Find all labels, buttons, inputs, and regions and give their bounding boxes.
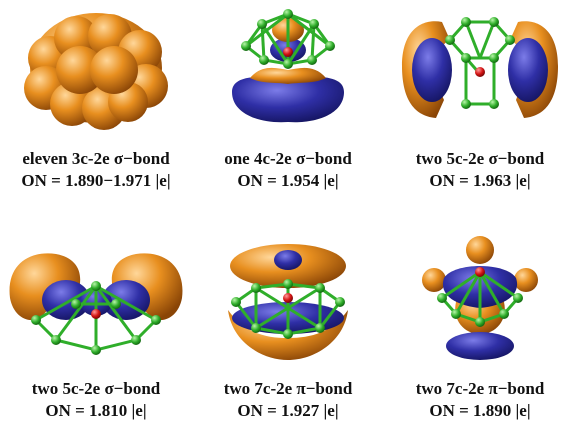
orbital-isosurface-image xyxy=(402,17,558,118)
occupation-number: ON = 1.927 |e| xyxy=(237,401,339,420)
orbital-isosurface-image xyxy=(228,244,348,360)
cluster-bonds xyxy=(34,284,158,352)
occupation-number: ON = 1.890−1.971 |e| xyxy=(21,171,171,190)
orbital-panel-6: two 7c-2e π−bond ON = 1.890 |e| xyxy=(384,210,576,420)
central-atom xyxy=(283,293,293,303)
bond-description: two 7c-2e π−bond xyxy=(415,379,545,398)
orange-lobes xyxy=(24,13,168,130)
bond-description: eleven 3c-2e σ−bond xyxy=(22,149,170,168)
cluster-atoms xyxy=(437,267,523,327)
occupation-number: ON = 1.954 |e| xyxy=(237,171,339,190)
orbital-panel-5: two 7c-2e π−bond ON = 1.927 |e| xyxy=(192,210,384,420)
bond-description: two 7c-2e π−bond xyxy=(223,379,353,398)
bond-description: one 4c-2e σ−bond xyxy=(224,149,352,168)
cluster-atoms xyxy=(445,17,515,109)
cluster-atoms xyxy=(31,281,161,355)
occupation-number: ON = 1.890 |e| xyxy=(429,401,531,420)
central-atom xyxy=(475,267,485,277)
cluster-bonds xyxy=(440,270,520,324)
blue-lobes xyxy=(412,38,548,102)
occupation-number: ON = 1.810 |e| xyxy=(45,401,147,420)
orbital-isosurface-image xyxy=(422,236,538,360)
orbital-panel-3: two 5c-2e σ−bond ON = 1.963 |e| xyxy=(384,0,576,210)
cluster-bonds xyxy=(448,20,513,106)
bond-description: two 5c-2e σ−bond xyxy=(415,149,545,168)
orbital-isosurface-image xyxy=(232,9,344,123)
central-atom xyxy=(475,67,485,77)
orbital-isosurface-image xyxy=(24,13,168,130)
central-atom xyxy=(91,309,101,319)
orbital-panel-1: eleven 3c-2e σ−bond ON = 1.890−1.971 |e| xyxy=(0,0,192,210)
occupation-number: ON = 1.963 |e| xyxy=(429,171,531,190)
cluster-atoms xyxy=(241,9,335,69)
cluster-atoms xyxy=(231,279,345,339)
orbital-isosurface-image xyxy=(9,253,183,355)
orbital-panel-4: two 5c-2e σ−bond ON = 1.810 |e| xyxy=(0,210,192,420)
bond-description: two 5c-2e σ−bond xyxy=(31,379,161,398)
central-atom xyxy=(283,47,293,57)
orbital-panel-2: one 4c-2e σ−bond ON = 1.954 |e| xyxy=(192,0,384,210)
